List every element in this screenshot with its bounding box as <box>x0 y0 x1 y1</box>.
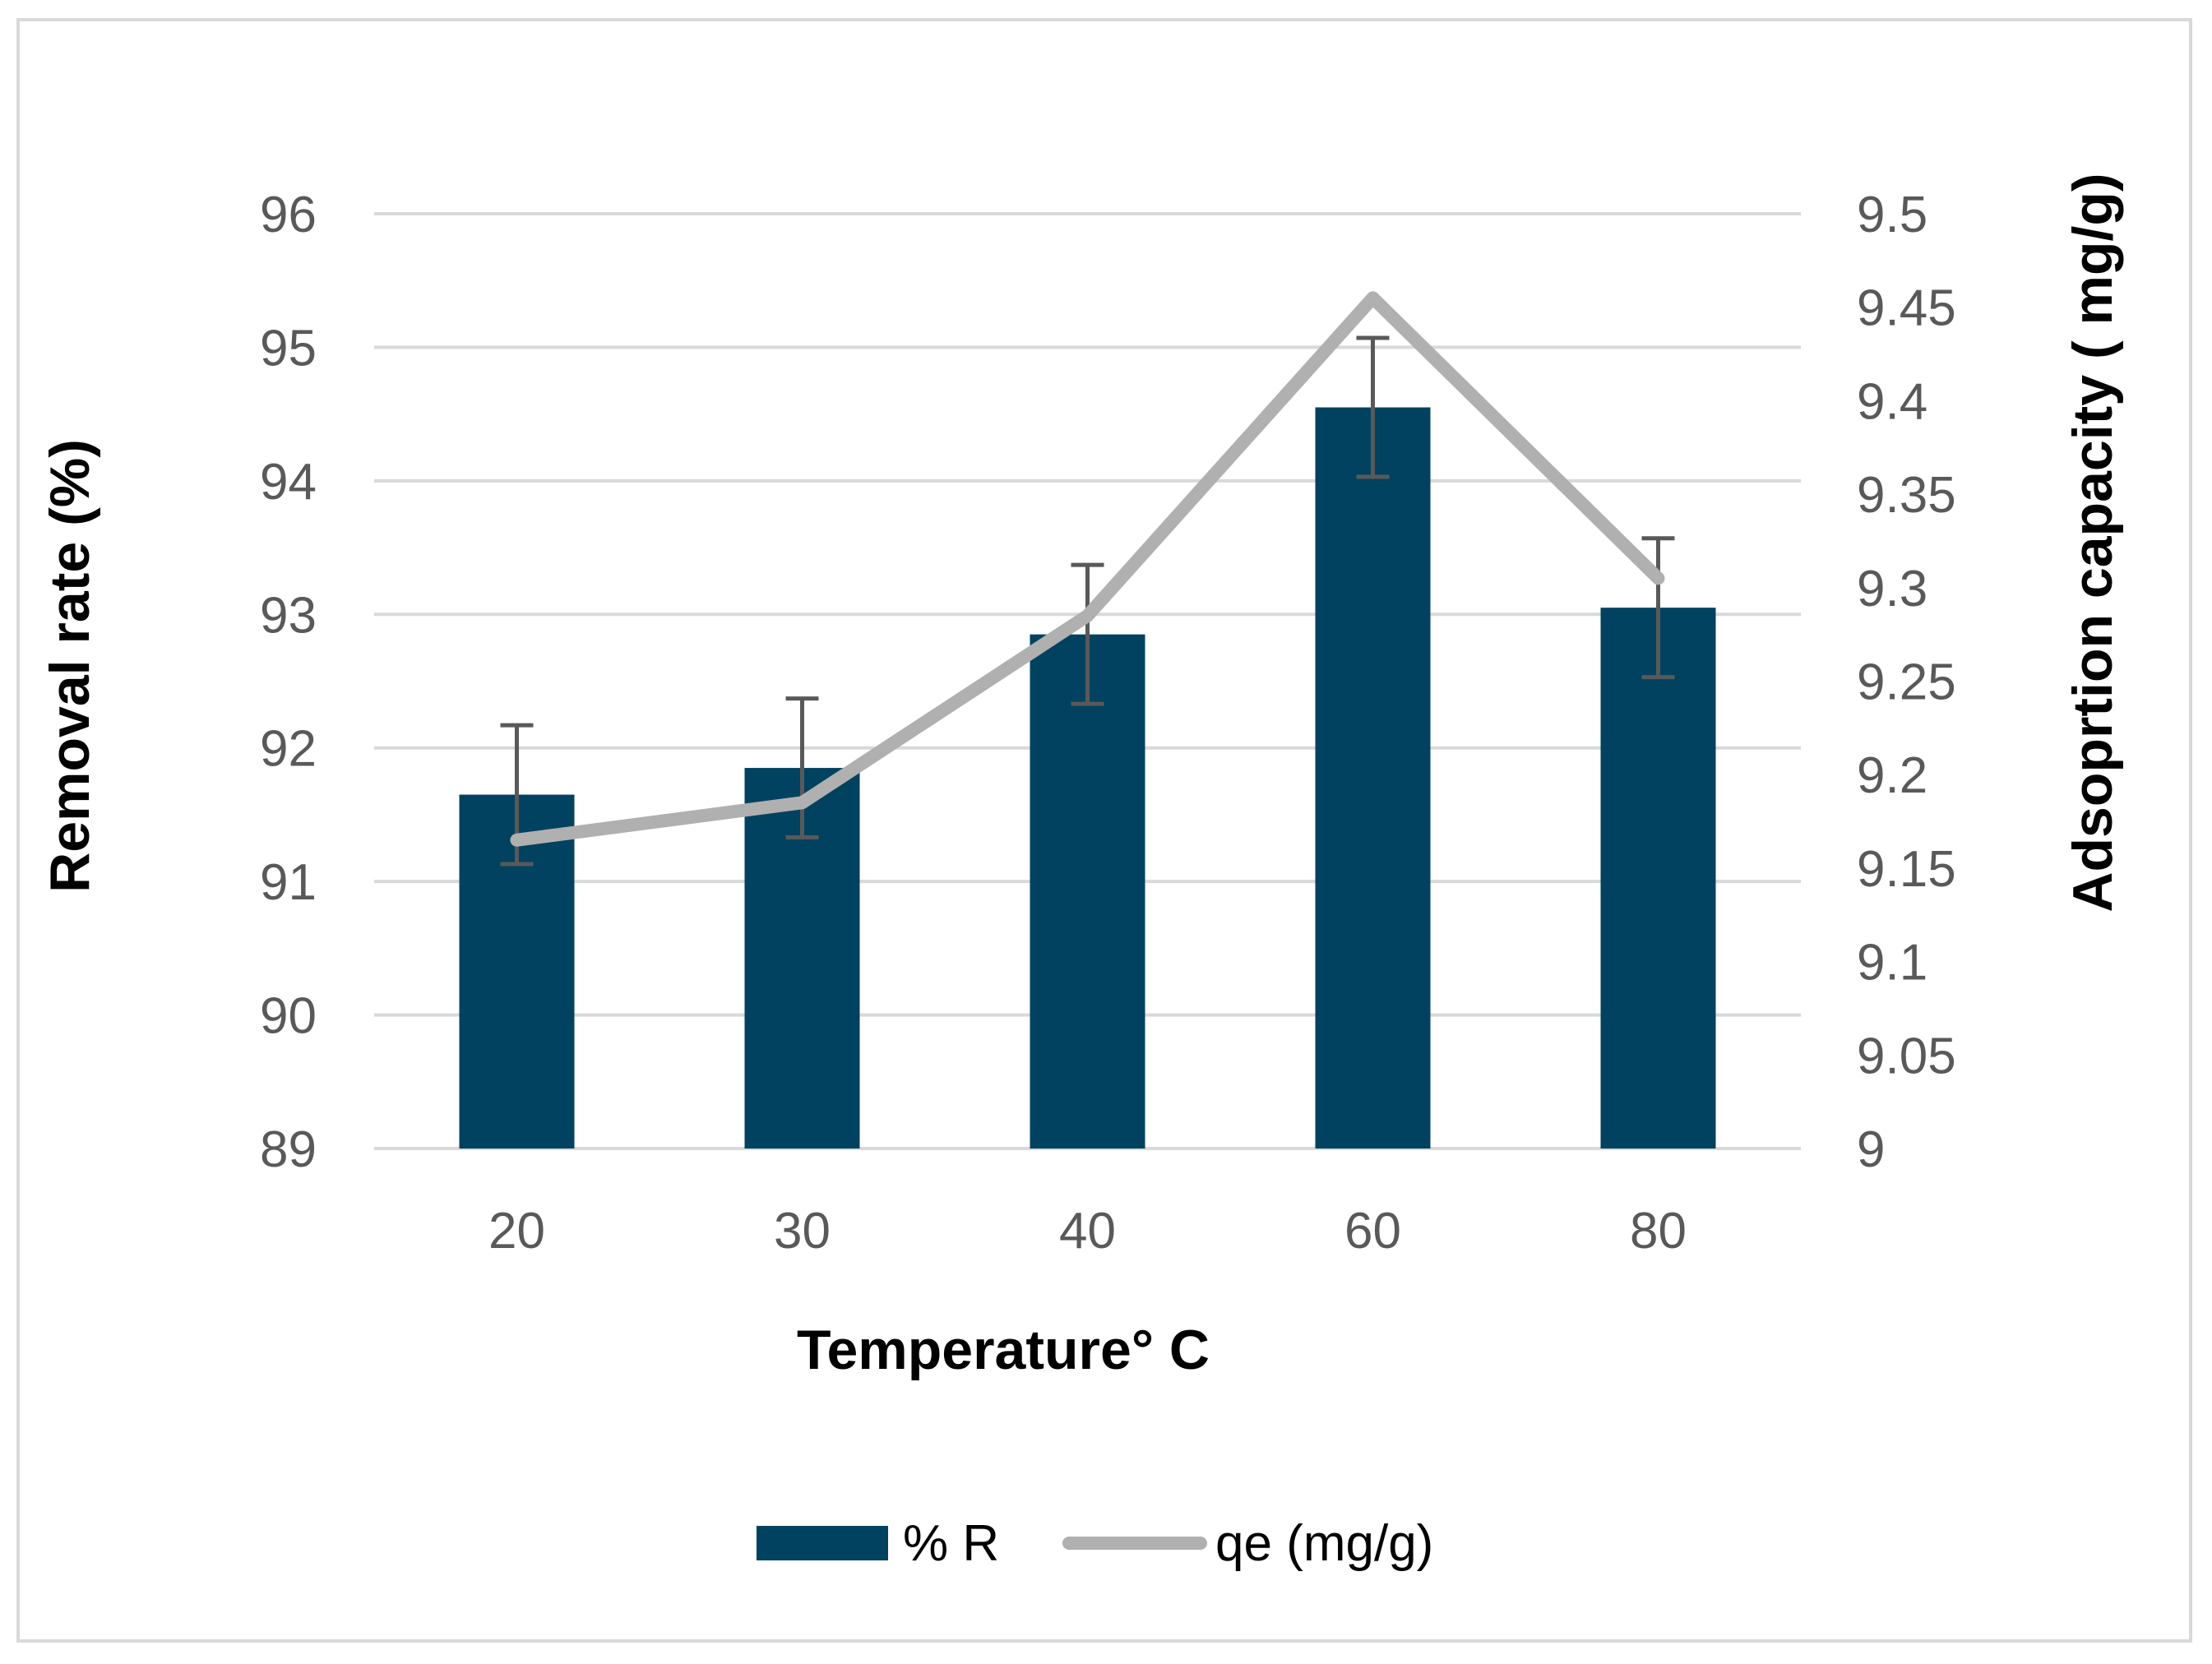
y-tick-label: 96 <box>260 187 317 243</box>
qe-point <box>801 802 803 804</box>
error-bar <box>1071 562 1104 706</box>
error-bar <box>1356 335 1390 479</box>
left-axis-ticks: 89 90 91 92 93 94 95 96 <box>260 187 317 1178</box>
legend: % R qe (mg/g) <box>757 1515 1433 1572</box>
qe-point <box>1086 614 1089 617</box>
y-tick-label: 94 <box>260 454 317 511</box>
y2-tick-label: 9.15 <box>1857 841 1956 898</box>
y-tick-label: 95 <box>260 320 317 377</box>
bar-series <box>459 407 1716 1149</box>
qe-point <box>1372 297 1374 299</box>
x-tick-label: 30 <box>774 1203 831 1260</box>
x-tick-label: 60 <box>1344 1203 1401 1260</box>
y-tick-label: 93 <box>260 587 317 644</box>
y2-tick-label: 9.05 <box>1857 1028 1956 1084</box>
y2-tick-label: 9 <box>1857 1121 1885 1178</box>
y2-axis-title: Adsoprtion capacity ( mg/g) <box>2062 173 2124 912</box>
bar <box>1315 407 1431 1149</box>
x-axis-title: Temperature° C <box>797 1319 1210 1381</box>
y2-tick-label: 9.2 <box>1857 747 1927 804</box>
y-tick-label: 92 <box>260 721 317 778</box>
legend-swatch-bar <box>757 1526 888 1560</box>
y-axis-title: Removal rate (%) <box>39 439 101 893</box>
line-series <box>510 291 1665 847</box>
legend-label-bar: % R <box>903 1515 999 1572</box>
y2-tick-label: 9.5 <box>1857 187 1927 243</box>
y2-tick-label: 9.45 <box>1857 280 1956 337</box>
legend-label-line: qe (mg/g) <box>1215 1515 1433 1572</box>
y2-tick-label: 9.3 <box>1857 561 1927 617</box>
x-tick-label: 40 <box>1059 1203 1116 1260</box>
x-tick-label: 20 <box>488 1203 545 1260</box>
error-bars <box>500 335 1675 867</box>
bar <box>1600 608 1716 1149</box>
y-tick-label: 89 <box>260 1121 317 1178</box>
y-tick-label: 91 <box>260 854 317 911</box>
y2-tick-label: 9.25 <box>1857 654 1956 711</box>
x-tick-label: 80 <box>1630 1203 1687 1260</box>
x-axis-ticks: 20 30 40 60 80 <box>488 1203 1687 1260</box>
right-axis-ticks: 9 9.05 9.1 9.15 9.2 9.25 9.3 9.35 9.4 9.45 9.5 <box>1857 187 1956 1178</box>
y2-tick-label: 9.35 <box>1857 467 1956 524</box>
y2-tick-label: 9.4 <box>1857 373 1927 430</box>
error-bar <box>785 696 819 840</box>
bar <box>1030 634 1145 1149</box>
qe-point <box>1657 577 1659 580</box>
y2-tick-label: 9.1 <box>1857 935 1927 991</box>
qe-point <box>516 839 518 841</box>
y-tick-label: 90 <box>260 988 317 1045</box>
error-bar <box>1641 536 1675 680</box>
